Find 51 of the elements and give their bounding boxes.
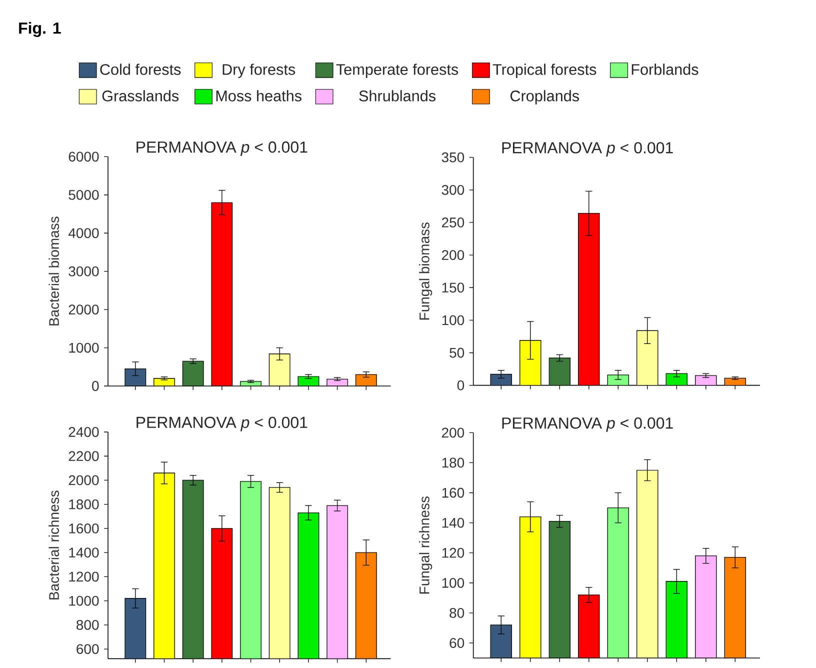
y-tick-label: 140 [442,518,464,528]
chart-title: PERMANOVA p < 0.001 [502,417,673,432]
y-tick-label: 1800 [69,499,99,510]
y-tick-label: 80 [450,608,464,618]
y-tick-label: 300 [442,184,464,195]
y-axis-title: Fungal richness [419,496,432,594]
y-tick-label: 1000 [69,342,99,353]
y-tick-label: 1200 [69,572,99,582]
y-tick-label: 250 [442,218,464,228]
y-tick-label: 200 [442,250,464,260]
y-tick-label: 2000 [68,475,99,486]
y-tick-label: 2400 [68,427,99,437]
y-axis-title: Fungal biomass [419,222,432,320]
y-tick-label: 0 [92,381,99,391]
y-tick-label: 1400 [69,548,99,558]
y-tick-label: 350 [442,152,464,162]
y-tick-label: 100 [442,315,464,326]
legend-label: Forblands [632,64,698,75]
y-tick-label: 200 [442,428,464,438]
y-tick-label: 0 [457,380,464,390]
y-tick-label: 160 [442,488,464,498]
y-tick-label: 1000 [69,596,99,606]
y-tick-label: 180 [442,458,464,468]
y-tick-label: 2000 [68,304,99,315]
legend-label: Temperate forests [336,64,458,78]
y-axis-title: Bacterial biomass [48,216,60,326]
y-tick-label: 800 [76,620,99,630]
legend-label: Moss heaths [216,90,302,102]
caption: Fig. 1 [19,22,61,38]
y-tick-label: 100 [442,578,464,588]
y-tick-label: 600 [76,644,99,654]
legend-label: Dry forests [222,64,296,78]
chart-title: PERMANOVA p < 0.001 [136,416,308,432]
legend-label: Cold forests [100,64,181,75]
y-tick-label: 1600 [69,524,99,534]
y-tick-label: 50 [450,348,464,358]
y-tick-label: 5000 [68,190,99,200]
chart-title: PERMANOVA p < 0.001 [502,142,673,157]
legend-label: Tropical forests [492,64,596,78]
y-tick-label: 3000 [68,266,99,276]
y-tick-label: 120 [442,548,464,558]
y-tick-label: 6000 [68,152,99,162]
legend-label: Shrublands [359,90,436,102]
y-tick-label: 2200 [68,451,99,462]
legend-label: Croplands [510,90,579,104]
chart-title: PERMANOVA p < 0.001 [136,141,308,156]
y-tick-label: 150 [442,282,464,293]
y-tick-label: 4000 [68,228,99,238]
y-axis-title: Bacterial richness [48,490,60,600]
legend-label: Grasslands [102,90,179,102]
y-tick-label: 60 [450,638,464,648]
